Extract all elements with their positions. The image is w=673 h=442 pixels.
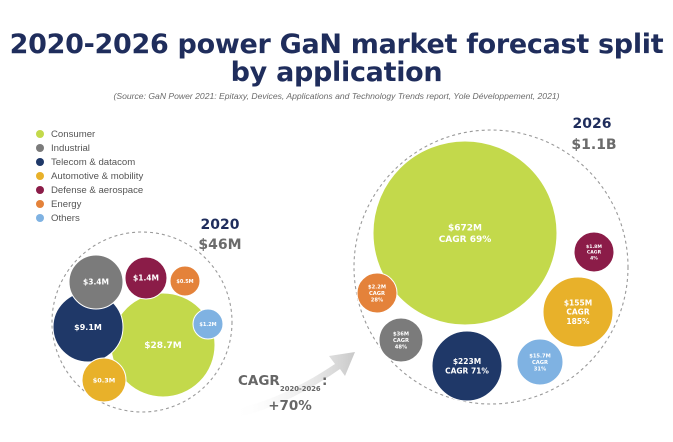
bubble-label: 4% <box>590 255 598 261</box>
chart-title-line-1: 2020-2026 power GaN market forecast spli… <box>9 29 664 60</box>
bubble-label: $28.7M <box>144 341 181 351</box>
legend-label: Others <box>51 212 80 224</box>
legend-swatch <box>36 186 44 194</box>
legend: Consumer Industrial Telecom & datacom Autom… <box>36 127 143 225</box>
legend-label: Consumer <box>51 128 96 140</box>
legend-item: Consumer <box>36 127 143 141</box>
bubble-label: $2.2M <box>368 284 386 290</box>
cagr-label: CAGR <box>238 373 280 389</box>
bubble-label: $0.3M <box>93 376 116 384</box>
bubble-label: $0.5M <box>176 279 193 285</box>
legend-item: Others <box>36 211 143 225</box>
legend-swatch <box>36 200 44 208</box>
bubble-label: $223M <box>453 357 481 366</box>
bubble-2020-industrial <box>68 254 124 310</box>
bubble-label: CAGR <box>566 308 589 317</box>
total-label-2026: $1.1B <box>571 137 616 153</box>
bubble-2020-others <box>192 308 224 340</box>
legend-item: Defense & aerospace <box>36 183 143 197</box>
bubble-2020-defense-aerospace <box>124 256 168 300</box>
bubble-label: 28% <box>371 297 384 303</box>
bubble-label: 48% <box>395 344 408 350</box>
bubble-label: CAGR <box>369 291 385 297</box>
source-note: (Source: GaN Power 2021: Epitaxy, Device… <box>113 91 560 101</box>
legend-label: Energy <box>51 198 82 210</box>
year-label-2026: 2026 <box>573 116 612 132</box>
bubble-label: CAGR <box>532 360 548 366</box>
bubble-2026-telecom-datacom <box>431 330 503 402</box>
bubble-label: $36M <box>393 331 409 337</box>
legend-item: Automotive & mobility <box>36 169 143 183</box>
bubble-label: CAGR 69% <box>439 235 492 245</box>
bubble-2026-consumer <box>372 140 558 326</box>
bubble-2026-defense-aerospace <box>573 231 615 273</box>
legend-item: Industrial <box>36 141 143 155</box>
cagr-period: 2020-2026 <box>280 385 321 393</box>
bubble-2026-automotive-mobility <box>542 276 614 348</box>
legend-item: Telecom & datacom <box>36 155 143 169</box>
bubble-label: $672M <box>448 224 482 234</box>
bubble-label: $155M <box>564 298 592 307</box>
bubble-label: CAGR 71% <box>445 366 489 375</box>
legend-swatch <box>36 172 44 180</box>
growth-arrow <box>232 352 355 418</box>
group-outline-2026 <box>353 129 629 405</box>
bubble-label: $1.2M <box>199 322 216 328</box>
group-outline-2020 <box>51 231 233 413</box>
cagr-suffix: : <box>322 373 327 389</box>
legend-label: Industrial <box>51 142 90 154</box>
bubble-label: $15.7M <box>529 353 551 359</box>
legend-item: Energy <box>36 197 143 211</box>
legend-swatch <box>36 144 44 152</box>
total-label-2020: $46M <box>198 237 241 253</box>
bubble-2020-energy <box>169 265 201 297</box>
legend-label: Telecom & datacom <box>51 156 136 168</box>
bubble-label: $1.8M <box>586 244 602 250</box>
bubble-label: 185% <box>566 317 590 326</box>
bubble-label: 31% <box>534 366 547 372</box>
bubble-2026-energy <box>356 272 398 314</box>
bubble-label: $3.4M <box>83 278 109 287</box>
legend-swatch <box>36 130 44 138</box>
legend-swatch <box>36 214 44 222</box>
legend-label: Automotive & mobility <box>51 170 144 182</box>
bubble-label: $1.4M <box>133 274 159 283</box>
year-label-2020: 2020 <box>201 217 240 233</box>
bubble-label: CAGR <box>587 250 602 256</box>
chart-title-line-2: by application <box>230 57 443 88</box>
bubble-label: CAGR <box>393 338 409 344</box>
legend-label: Defense & aerospace <box>51 184 144 196</box>
bubble-label: $9.1M <box>74 323 102 332</box>
legend-swatch <box>36 158 44 166</box>
bubble-2020-automotive-mobility <box>81 357 127 403</box>
bubble-2026-others <box>516 338 564 386</box>
cagr-value: +70% <box>268 398 312 414</box>
bubble-2026-industrial <box>378 317 424 363</box>
